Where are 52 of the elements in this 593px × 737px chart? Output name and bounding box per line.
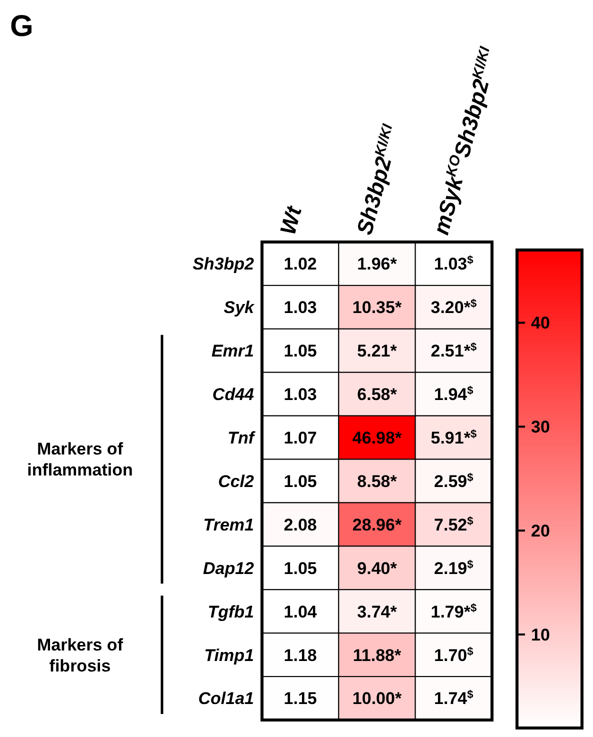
y-tick-label: Cd44 [212, 385, 255, 404]
data-label: 1.15 [284, 689, 317, 708]
data-label: 1.03 [284, 298, 317, 318]
data-label: 1.96* [357, 254, 398, 274]
data-label: 6.58* [357, 385, 398, 404]
data-label: 1.79*$^{$}$ [430, 602, 477, 622]
data-label: 1.03$^{$}$ [434, 254, 474, 274]
y-tick-label: Syk [224, 298, 256, 318]
data-label: 9.40* [357, 558, 398, 578]
y-tick-label: Timp1 [204, 646, 254, 665]
data-label: 8.58* [357, 472, 398, 491]
text: Markers of fibrosis [37, 635, 124, 676]
data-label: 2.08 [284, 515, 317, 534]
text: Markers of inflammation [27, 440, 133, 480]
text: G [10, 10, 34, 43]
data-label: 5.91*$^{$}$ [430, 428, 477, 448]
data-label: 2.51*$^{$}$ [430, 342, 477, 361]
y-tick-label: Emr1 [211, 342, 254, 361]
data-label: 5.21* [357, 342, 398, 361]
data-label: 1.94$^{$}$ [434, 385, 474, 404]
data-label: 1.18 [284, 646, 317, 665]
color-bar-label: 30 [531, 418, 550, 437]
x-tick-label: Wt [275, 202, 307, 238]
data-label: 1.05 [284, 342, 317, 361]
y-tick-label: Col1a1 [198, 689, 254, 708]
data-label: 1.70$^{$}$ [434, 646, 474, 665]
data-label: 1.04 [284, 602, 318, 622]
data-label: 1.02 [284, 254, 317, 274]
data-label: 11.88* [352, 646, 402, 665]
y-tick-label: Sh3bp2 [192, 254, 255, 274]
data-label: 28.96* [352, 515, 402, 534]
y-tick-label: Ccl2 [218, 472, 255, 491]
data-label: 46.98* [352, 428, 402, 448]
color-bar-label: 20 [531, 522, 550, 541]
y-tick-label: Tgfb1 [208, 602, 254, 622]
data-label: 1.03 [284, 385, 317, 404]
data-label: 1.07 [284, 428, 317, 448]
data-label: 3.20*$^{$}$ [430, 298, 477, 318]
data-label: 10.35* [352, 298, 402, 318]
data-label: 2.19$^{$}$ [434, 558, 474, 578]
data-label: 1.74$^{$}$ [434, 689, 474, 708]
y-tick-label: Dap12 [202, 558, 255, 578]
data-label: 1.05 [284, 472, 317, 491]
data-label: 3.74* [357, 602, 398, 622]
data-label: 10.00* [352, 689, 402, 708]
data-label: 1.05 [284, 558, 317, 578]
color-bar-label: 10 [531, 625, 550, 644]
color-bar-label: 40 [531, 314, 550, 333]
y-tick-label: Trem1 [203, 515, 254, 534]
data-label: 2.59$^{$}$ [434, 472, 474, 491]
data-label: 7.52$^{$}$ [434, 515, 474, 534]
y-tick-label: Tnf [228, 428, 256, 448]
